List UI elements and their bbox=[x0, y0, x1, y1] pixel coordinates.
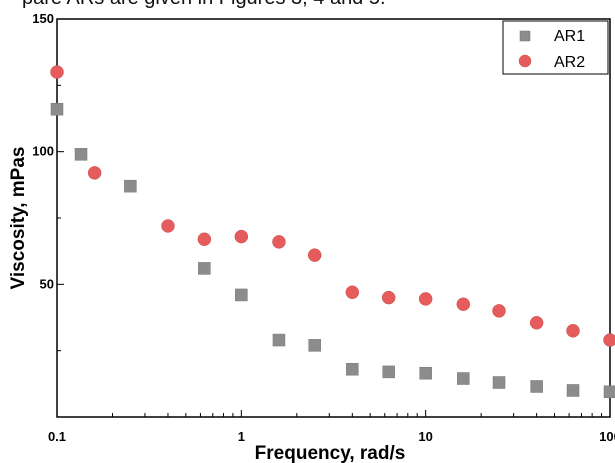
x-tick-label: 1 bbox=[238, 429, 245, 444]
data-point-ar2 bbox=[272, 235, 286, 249]
data-point-ar2 bbox=[456, 297, 471, 311]
data-point-ar1 bbox=[492, 376, 506, 389]
legend-label-ar1: AR1 bbox=[554, 28, 585, 45]
data-point-ar1 bbox=[346, 362, 359, 376]
x-axis-label: Frequency, rad/s bbox=[255, 443, 406, 463]
data-point-ar1 bbox=[235, 288, 248, 302]
data-point-ar2 bbox=[529, 316, 544, 330]
data-point-ar1 bbox=[382, 365, 395, 379]
y-tick-label: 50 bbox=[40, 276, 54, 291]
y-tick-label: 100 bbox=[32, 144, 54, 159]
data-point-ar1 bbox=[272, 333, 286, 347]
data-point-ar1 bbox=[603, 385, 615, 399]
x-tick-label: 100 bbox=[599, 429, 615, 444]
data-point-ar2 bbox=[50, 65, 64, 79]
data-point-ar2 bbox=[603, 333, 615, 347]
data-point-ar2 bbox=[234, 229, 249, 244]
data-point-ar2 bbox=[307, 248, 322, 262]
data-point-ar2 bbox=[197, 232, 212, 246]
data-point-ar1 bbox=[457, 372, 470, 385]
data-point-ar1 bbox=[530, 380, 543, 393]
caption-text: pare ARs are given in Figures 3, 4 and 5… bbox=[22, 0, 386, 10]
series-ar1 bbox=[50, 102, 615, 399]
legend-marker-ar1 bbox=[519, 30, 531, 42]
plot-frame bbox=[56, 18, 611, 418]
legend: AR1 AR2 bbox=[502, 20, 609, 75]
data-point-ar2 bbox=[381, 290, 396, 305]
y-tick-label: 150 bbox=[32, 11, 54, 26]
legend-marker-ar2 bbox=[518, 54, 532, 68]
data-point-ar1 bbox=[308, 339, 321, 352]
x-tick-label: 0.1 bbox=[48, 429, 66, 444]
data-point-ar1 bbox=[198, 262, 211, 275]
data-point-ar2 bbox=[87, 166, 102, 180]
data-point-ar1 bbox=[124, 179, 137, 193]
data-point-ar2 bbox=[345, 285, 360, 300]
series-ar2 bbox=[50, 65, 615, 347]
data-point-ar2 bbox=[566, 324, 580, 338]
data-point-ar1 bbox=[50, 102, 64, 116]
data-point-ar1 bbox=[74, 148, 88, 161]
data-point-ar2 bbox=[492, 304, 506, 318]
data-point-ar2 bbox=[418, 292, 433, 306]
data-point-ar1 bbox=[419, 366, 432, 380]
x-tick-label: 10 bbox=[418, 429, 432, 444]
data-point-ar2 bbox=[161, 219, 175, 233]
data-point-ar1 bbox=[566, 384, 580, 397]
y-axis-label: Viscosity, mPas bbox=[8, 147, 29, 290]
legend-label-ar2: AR2 bbox=[554, 54, 585, 71]
